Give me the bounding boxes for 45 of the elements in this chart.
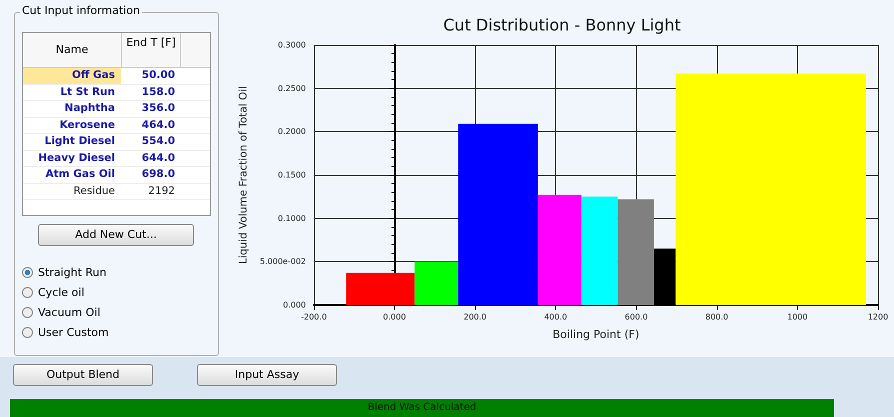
text: Output Blend [13,364,153,386]
y-tick-label: 0.2500 [278,84,306,93]
chart-title: Cut Distribution - Bonny Light [443,16,681,34]
x-tick-label: 1000 [787,312,808,322]
text: Atm Gas Oil [44,167,116,182]
text: 644.0 [140,150,176,166]
text: Cut Input information [20,4,142,17]
y-tick-label: 0.000 [282,300,306,310]
x-tick-label: -200.0 [300,312,327,322]
text: Naphtha [64,101,116,116]
y-tick-label: 0.2000 [278,127,306,136]
text: Input Assay [197,364,337,386]
text: Vacuum Oil [37,306,100,319]
text: 698.0 [140,167,176,182]
text: 464.0 [140,118,176,132]
text: Off Gas [23,68,121,84]
x-tick-label: 400.0 [544,312,568,322]
text: 2192 [147,184,176,198]
x-tick-label: 800.0 [705,312,728,322]
text: Add New Cut... [38,224,194,246]
text: Straight Run [37,266,106,279]
y-tick-label: 0.1000 [278,214,306,223]
text: Heavy Diesel [37,150,116,166]
text: 554.0 [140,134,176,149]
y-axis-title: Liquid Volume Fraction of Total Oil [238,86,250,264]
text: Lt St Run [59,84,116,100]
y-tick-label: 5.000e-002 [260,257,306,266]
text: Cycle oil [37,286,84,299]
y-tick-label: 0.3000 [278,40,306,50]
text: 158.0 [140,84,176,100]
text: Light Diesel [44,134,116,149]
text: Blend Was Calculated [10,399,834,417]
text: User Custom [37,326,109,339]
text: 50.00 [140,68,176,83]
y-tick-label: 0.1500 [278,170,306,180]
text: End T [F] [122,33,181,67]
x-tick-label: 600.0 [624,312,648,322]
x-tick-label: 1200 [868,312,888,322]
text: Kerosene [58,118,116,132]
x-axis-title: Boiling Point (F) [552,328,640,341]
text: 356.0 [140,101,176,116]
text: Name [23,33,122,67]
x-tick-label: 0.000 [383,312,406,322]
x-tick-label: 200.0 [464,312,487,322]
text: Residue [72,184,116,198]
